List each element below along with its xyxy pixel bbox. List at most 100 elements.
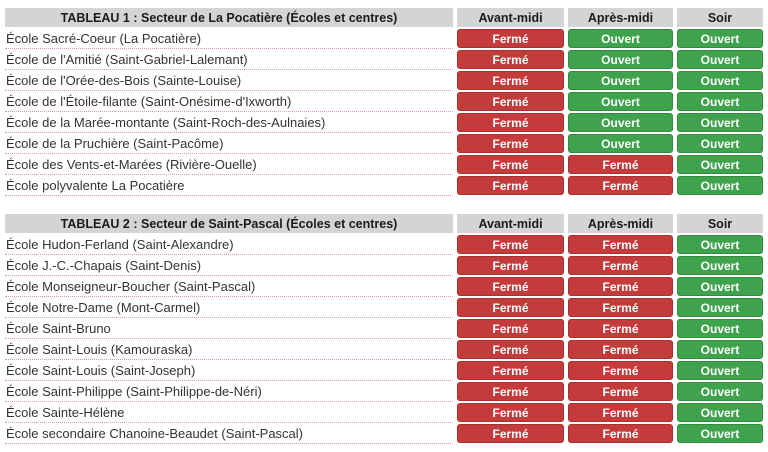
status-cell-soir: Ouvert xyxy=(677,339,763,360)
status-cell-apres-midi: Fermé xyxy=(568,154,673,175)
status-badge: Fermé xyxy=(568,403,673,422)
status-badge: Fermé xyxy=(457,176,564,195)
school-name: École secondaire Chanoine-Beaudet (Saint… xyxy=(5,423,453,444)
status-badge: Fermé xyxy=(568,277,673,296)
status-badge: Ouvert xyxy=(677,256,763,275)
status-badge: Ouvert xyxy=(568,50,673,69)
school-name: École Monseigneur-Boucher (Saint-Pascal) xyxy=(5,276,453,297)
column-header-avant-midi: Avant-midi xyxy=(457,8,564,27)
table-row: École de l'Étoile-filante (Saint-Onésime… xyxy=(5,91,763,112)
table-row: École Hudon-Ferland (Saint-Alexandre) Fer… xyxy=(5,234,763,255)
status-badge: Fermé xyxy=(457,235,564,254)
status-badge: Fermé xyxy=(568,340,673,359)
table-row: École J.-C.-Chapais (Saint-Denis) Fermé Fe… xyxy=(5,255,763,276)
status-badge: Ouvert xyxy=(568,134,673,153)
status-cell-soir: Ouvert xyxy=(677,234,763,255)
table-row: École Saint-Bruno Fermé Fermé Ouvert xyxy=(5,318,763,339)
status-cell-soir: Ouvert xyxy=(677,70,763,91)
status-cell-apres-midi: Fermé xyxy=(568,402,673,423)
status-cell-soir: Ouvert xyxy=(677,28,763,49)
status-badge: Fermé xyxy=(568,235,673,254)
table-title: TABLEAU 2 : Secteur de Saint-Pascal (Éco… xyxy=(5,214,453,233)
table-row: École de la Marée-montante (Saint-Roch-d… xyxy=(5,112,763,133)
table-row: École Saint-Louis (Saint-Joseph) Fermé Fer… xyxy=(5,360,763,381)
status-badge: Fermé xyxy=(568,155,673,174)
status-cell-apres-midi: Ouvert xyxy=(568,49,673,70)
status-badge: Fermé xyxy=(457,113,564,132)
status-cell-avant-midi: Fermé xyxy=(457,175,564,196)
status-cell-avant-midi: Fermé xyxy=(457,318,564,339)
school-name: École de la Marée-montante (Saint-Roch-d… xyxy=(5,112,453,133)
status-badge: Ouvert xyxy=(677,155,763,174)
status-cell-apres-midi: Fermé xyxy=(568,318,673,339)
status-badge: Ouvert xyxy=(677,403,763,422)
schedule-table-la-pocatiere: TABLEAU 1 : Secteur de La Pocatière (Éco… xyxy=(5,8,763,196)
status-cell-avant-midi: Fermé xyxy=(457,154,564,175)
status-badge: Fermé xyxy=(568,361,673,380)
school-name: École Sacré-Coeur (La Pocatière) xyxy=(5,28,453,49)
school-name: École de l'Amitié (Saint-Gabriel-Laleman… xyxy=(5,49,453,70)
status-cell-avant-midi: Fermé xyxy=(457,360,564,381)
column-header-soir: Soir xyxy=(677,8,763,27)
status-cell-apres-midi: Fermé xyxy=(568,339,673,360)
status-badge: Fermé xyxy=(568,256,673,275)
school-name: École des Vents-et-Marées (Rivière-Ouell… xyxy=(5,154,453,175)
status-cell-apres-midi: Fermé xyxy=(568,175,673,196)
school-name: École de l'Étoile-filante (Saint-Onésime… xyxy=(5,91,453,112)
column-header-avant-midi: Avant-midi xyxy=(457,214,564,233)
status-badge: Fermé xyxy=(457,277,564,296)
status-cell-avant-midi: Fermé xyxy=(457,339,564,360)
status-cell-soir: Ouvert xyxy=(677,175,763,196)
status-badge: Ouvert xyxy=(677,382,763,401)
table-row: École de la Pruchière (Saint-Pacôme) Ferm… xyxy=(5,133,763,154)
status-cell-apres-midi: Ouvert xyxy=(568,28,673,49)
status-badge: Fermé xyxy=(457,256,564,275)
status-cell-apres-midi: Ouvert xyxy=(568,91,673,112)
column-header-soir: Soir xyxy=(677,214,763,233)
status-cell-avant-midi: Fermé xyxy=(457,112,564,133)
status-cell-apres-midi: Fermé xyxy=(568,234,673,255)
table-row: École secondaire Chanoine-Beaudet (Saint… xyxy=(5,423,763,444)
status-cell-avant-midi: Fermé xyxy=(457,234,564,255)
status-cell-avant-midi: Fermé xyxy=(457,255,564,276)
table-row: École polyvalente La Pocatière Fermé Fermé… xyxy=(5,175,763,196)
school-name: École Saint-Bruno xyxy=(5,318,453,339)
table-row: École Monseigneur-Boucher (Saint-Pascal)… xyxy=(5,276,763,297)
status-cell-apres-midi: Ouvert xyxy=(568,112,673,133)
status-badge: Ouvert xyxy=(677,298,763,317)
status-cell-avant-midi: Fermé xyxy=(457,297,564,318)
status-badge: Fermé xyxy=(568,298,673,317)
status-cell-avant-midi: Fermé xyxy=(457,423,564,444)
status-badge: Ouvert xyxy=(677,29,763,48)
status-badge: Ouvert xyxy=(568,113,673,132)
status-badge: Fermé xyxy=(457,319,564,338)
status-badge: Fermé xyxy=(568,424,673,443)
status-badge: Fermé xyxy=(568,382,673,401)
schedule-table-saint-pascal: TABLEAU 2 : Secteur de Saint-Pascal (Éco… xyxy=(5,214,763,444)
status-badge: Fermé xyxy=(457,298,564,317)
status-cell-soir: Ouvert xyxy=(677,318,763,339)
status-cell-soir: Ouvert xyxy=(677,423,763,444)
table-row: École Sainte-Hélène Fermé Fermé Ouvert xyxy=(5,402,763,423)
status-cell-avant-midi: Fermé xyxy=(457,49,564,70)
table-row: École de l'Orée-des-Bois (Sainte-Louise)… xyxy=(5,70,763,91)
status-badge: Ouvert xyxy=(568,29,673,48)
column-header-apres-midi: Après-midi xyxy=(568,8,673,27)
status-badge: Ouvert xyxy=(677,319,763,338)
status-cell-soir: Ouvert xyxy=(677,154,763,175)
status-cell-apres-midi: Ouvert xyxy=(568,133,673,154)
status-badge: Fermé xyxy=(457,29,564,48)
status-cell-apres-midi: Fermé xyxy=(568,423,673,444)
status-badge: Ouvert xyxy=(677,134,763,153)
status-cell-soir: Ouvert xyxy=(677,112,763,133)
status-badge: Ouvert xyxy=(677,277,763,296)
status-badge: Ouvert xyxy=(677,176,763,195)
status-cell-avant-midi: Fermé xyxy=(457,70,564,91)
status-cell-avant-midi: Fermé xyxy=(457,91,564,112)
status-badge: Fermé xyxy=(457,403,564,422)
table-row: École Saint-Louis (Kamouraska) Fermé Fermé… xyxy=(5,339,763,360)
status-badge: Fermé xyxy=(457,134,564,153)
table-row: École Notre-Dame (Mont-Carmel) Fermé Fermé… xyxy=(5,297,763,318)
school-name: École de l'Orée-des-Bois (Sainte-Louise) xyxy=(5,70,453,91)
